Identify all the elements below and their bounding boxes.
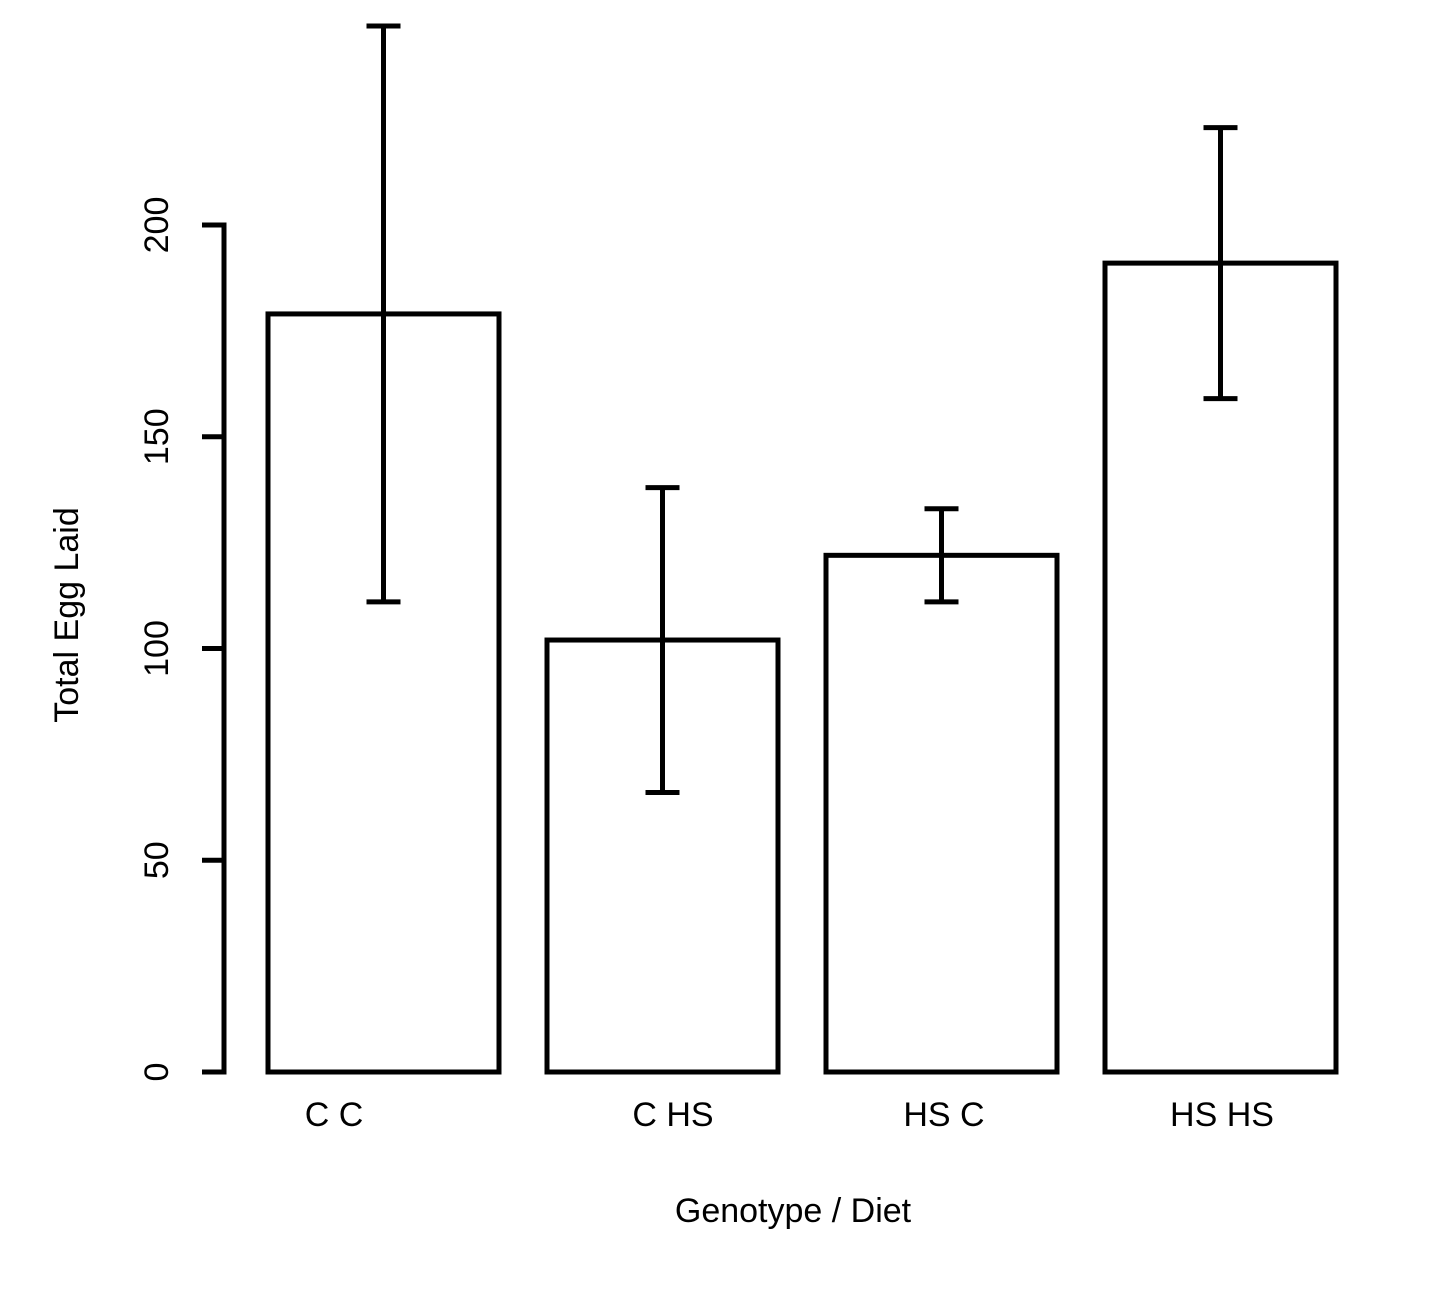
y-tick-label: 0 [138, 1063, 176, 1082]
y-tick-label: 100 [138, 620, 176, 677]
x-tick-label: C C [305, 1096, 364, 1134]
y-tick-label: 150 [138, 408, 176, 465]
x-axis-title: Genotype / Diet [675, 1192, 912, 1230]
bar [823, 552, 1060, 1075]
x-tick-label: C HS [632, 1096, 713, 1134]
x-tick-label: HS HS [1170, 1096, 1274, 1134]
y-axis-title: Total Egg Laid [48, 507, 86, 723]
y-axis: 0 50 100 150 200 [138, 197, 227, 1082]
x-tick-label: HS C [903, 1096, 984, 1134]
bars [265, 260, 1339, 1075]
y-tick-label: 50 [138, 841, 176, 879]
x-tick-labels: C C C HS HS C HS HS [305, 1096, 1274, 1134]
y-tick-label: 200 [138, 197, 176, 254]
error-bars [366, 23, 1238, 795]
